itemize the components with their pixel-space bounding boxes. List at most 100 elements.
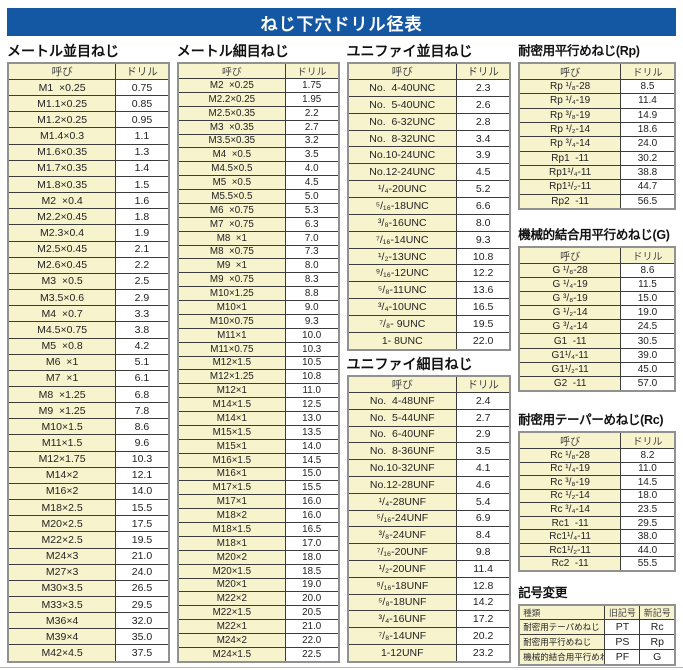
drill-diameter: 1.3 <box>115 143 170 161</box>
drill-diameter: 13.0 <box>284 411 340 426</box>
thread-designation: G ¹/₄-19 <box>518 277 621 293</box>
drill-diameter: 23.2 <box>456 643 511 663</box>
table-row: M4.5×0.75 3.8 <box>7 321 170 339</box>
table-row: M4.5×0.5 4.0 <box>177 161 340 177</box>
drill-diameter: 21.0 <box>115 547 170 565</box>
table-row: G1¹/₂-11 45.0 <box>518 361 676 377</box>
drill-diameter: 23.5 <box>619 502 676 517</box>
table-row: 耐密用テーパめねじ PT Rc <box>518 619 676 635</box>
thread-designation: M15×1.5 <box>177 424 286 440</box>
drill-diameter: 14.0 <box>115 482 170 501</box>
table-row: M9 ×1 8.0 <box>177 258 340 274</box>
column-header-drill: ドリル <box>115 62 170 80</box>
thread-designation: ³/₄-10UNC <box>346 298 458 317</box>
table-row: M17×1.5 15.5 <box>177 480 340 496</box>
thread-designation: M39×4 <box>7 628 117 646</box>
page-bottom-divider <box>0 667 683 668</box>
table-row: Rp ¹/₄-19 11.4 <box>518 93 676 109</box>
drill-diameter: 5.2 <box>456 180 511 199</box>
drill-diameter: 32.0 <box>115 612 170 630</box>
drill-diameter: 18.5 <box>284 563 340 579</box>
thread-designation: M1.2×0.25 <box>7 111 117 129</box>
table-row: M10×1 9.0 <box>177 300 340 315</box>
table-row: M11×1 10.0 <box>177 327 340 343</box>
old-symbol: PT <box>604 619 641 635</box>
table-row: ⁷/₈- 9UNC 19.5 <box>346 315 511 333</box>
table-row: No. 6-32UNC 2.8 <box>346 112 511 131</box>
thread-type: 機械的結合用平行めねじ <box>518 648 606 666</box>
column-header-drill: ドリル <box>619 62 676 80</box>
drill-diameter: 3.5 <box>456 442 511 461</box>
table-row: No.12-24UNC 4.5 <box>346 163 511 182</box>
drill-diameter: 18.0 <box>619 488 676 504</box>
table-row: Rc1 -11 29.5 <box>518 515 676 531</box>
table-row: Rp1 -11 30.2 <box>518 150 676 166</box>
table-row: No. 5-40UNC 2.6 <box>346 95 511 114</box>
thread-designation: Rc ¹/₂-14 <box>518 488 621 504</box>
table-row: M7 ×1 6.1 <box>7 369 170 387</box>
drill-diameter: 1.6 <box>115 192 170 210</box>
drill-diameter: 3.2 <box>284 133 340 149</box>
thread-designation: M14×1 <box>177 411 286 426</box>
table-row: M1.1×0.25 0.85 <box>7 95 170 113</box>
thread-designation: M11×1 <box>177 327 286 343</box>
drill-diameter: 2.8 <box>456 112 511 131</box>
drill-diameter: 18.6 <box>619 121 676 138</box>
thread-designation: No. 5-40UNC <box>346 95 458 114</box>
drill-diameter: 15.0 <box>619 291 676 307</box>
table-row: Rp ¹/₈-28 8.5 <box>518 78 676 95</box>
drill-diameter: 3.8 <box>115 321 170 339</box>
table-row: G ³/₈-19 15.0 <box>518 291 676 307</box>
thread-designation: M1.7×0.35 <box>7 159 117 177</box>
drill-diameter: 8.6 <box>115 418 170 436</box>
drill-diameter: 7.0 <box>284 230 340 246</box>
drill-diameter: 16.0 <box>284 508 340 523</box>
rp-table: 呼び ドリル Rp ¹/₈-28 8.5 Rp ¹/₄-19 11.4 Rp ³/₈-1… <box>518 62 676 210</box>
drill-diameter: 14.0 <box>284 438 340 454</box>
thread-designation: M27×3 <box>7 563 117 581</box>
thread-designation: G1 -11 <box>518 333 621 349</box>
thread-designation: M17×1 <box>177 494 286 510</box>
thread-designation: G ³/₄-14 <box>518 319 621 335</box>
drill-diameter: 21.0 <box>284 619 340 634</box>
drill-diameter: 17.0 <box>284 535 340 551</box>
thread-designation: M20×1 <box>177 577 286 593</box>
table-row: M4 ×0.7 3.3 <box>7 305 170 323</box>
table-row: ⁹/₁₆-12UNC 12.2 <box>346 264 511 283</box>
drill-diameter: 9.8 <box>456 543 511 561</box>
table-row: ⁷/₁₆-14UNC 9.3 <box>346 230 511 249</box>
table-row: M2.3×0.4 1.9 <box>7 224 170 242</box>
drill-diameter: 22.0 <box>284 633 340 648</box>
table-row: M20×2.5 17.5 <box>7 515 170 533</box>
table-row: M4 ×0.5 3.5 <box>177 147 340 163</box>
header-row: 種類 旧記号 新記号 <box>518 604 676 620</box>
drill-diameter: 19.5 <box>456 315 511 333</box>
thread-designation: M12×1.25 <box>177 369 286 385</box>
drill-diameter: 2.9 <box>115 289 170 307</box>
thread-designation: M2 ×0.25 <box>177 78 286 93</box>
table-row: M1.2×0.25 0.95 <box>7 111 170 129</box>
drill-diameter: 0.85 <box>115 95 170 113</box>
table-row: Rc ³/₈-19 14.5 <box>518 475 676 490</box>
drill-diameter: 10.8 <box>456 247 511 266</box>
thread-designation: M1.6×0.35 <box>7 143 117 161</box>
drill-diameter: 8.6 <box>619 262 676 279</box>
drill-diameter: 19.0 <box>619 305 676 321</box>
thread-designation: M42×4.5 <box>7 644 117 663</box>
table-row: M12×1.75 10.3 <box>7 450 170 468</box>
drill-diameter: 8.4 <box>456 526 511 545</box>
table-row: G1 -11 30.5 <box>518 333 676 349</box>
table-row: M39×4 35.0 <box>7 628 170 646</box>
table-row: No.12-28UNF 4.6 <box>346 475 511 494</box>
table-row: M12×1.5 10.5 <box>177 355 340 371</box>
table-row: ⁵/₁₆-24UNF 6.9 <box>346 509 511 528</box>
new-symbol: Rp <box>639 633 676 650</box>
table-row: M16×2 14.0 <box>7 482 170 501</box>
section-rc: 耐密用テーパーめねじ(Rc) 呼び ドリル Rc ¹/₈-28 8.2 Rc ¹/₄… <box>518 411 676 572</box>
thread-designation: M12×1.5 <box>177 355 286 371</box>
drill-diameter: 2.7 <box>284 119 340 135</box>
table-row: G ¹/₄-19 11.5 <box>518 277 676 293</box>
drill-diameter: 17.5 <box>115 515 170 533</box>
thread-designation: No.12-24UNC <box>346 163 458 182</box>
table-row: M7 ×0.75 6.3 <box>177 216 340 232</box>
